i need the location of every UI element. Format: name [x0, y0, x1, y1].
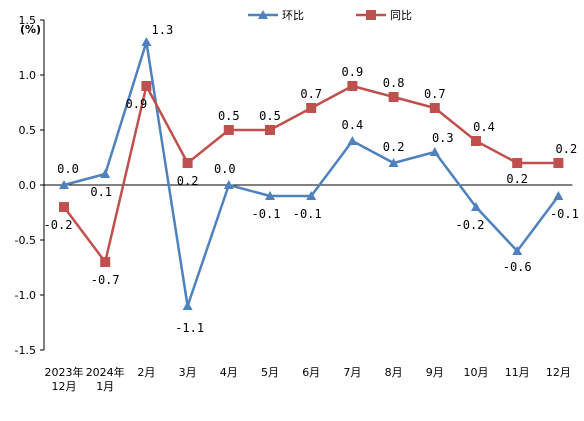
- legend-marker: [366, 10, 376, 20]
- data-label: 0.5: [218, 109, 240, 123]
- data-point: [512, 158, 522, 168]
- x-tick-label: 8月: [385, 366, 403, 379]
- x-tick-label: 2024年: [86, 365, 125, 379]
- x-tick-label: 3月: [179, 366, 197, 379]
- data-label: 0.4: [473, 120, 495, 134]
- x-tick-label: 12月: [546, 366, 571, 379]
- data-label: 0.4: [342, 118, 364, 132]
- data-label: -0.1: [550, 207, 579, 221]
- x-tick-label: 2023年: [45, 365, 84, 379]
- data-point: [141, 37, 151, 46]
- data-point: [430, 147, 440, 156]
- data-point: [347, 81, 357, 91]
- legend-item: 环比: [248, 9, 304, 22]
- unit-label: (%): [20, 23, 41, 36]
- x-tick-label: 11月: [505, 366, 530, 379]
- data-point: [100, 257, 110, 267]
- data-label: -0.7: [91, 273, 120, 287]
- data-label: 0.2: [383, 140, 405, 154]
- data-label: 0.9: [126, 97, 148, 111]
- data-point: [553, 158, 563, 168]
- data-label: 0.8: [383, 76, 405, 90]
- data-label: -0.6: [503, 260, 532, 274]
- data-label: 0.2: [506, 172, 528, 186]
- data-label: 0.0: [214, 162, 236, 176]
- y-tick-label: -1.5: [15, 344, 36, 357]
- y-tick-label: 1.0: [19, 69, 37, 82]
- legend: 环比 同比: [248, 9, 412, 22]
- legend-label: 同比: [390, 9, 412, 22]
- data-label: 0.0: [57, 162, 79, 176]
- data-point: [306, 103, 316, 113]
- data-label: 0.5: [259, 109, 281, 123]
- data-point: [265, 125, 275, 135]
- x-tick-label: 12月: [52, 380, 77, 393]
- data-label: 0.2: [556, 142, 578, 156]
- series-line: [64, 42, 558, 306]
- data-label: 0.9: [342, 65, 364, 79]
- data-label: 1.3: [152, 23, 174, 37]
- data-label: 0.3: [432, 131, 454, 145]
- data-point: [183, 301, 193, 310]
- data-label: -0.1: [293, 207, 322, 221]
- series-lines: [59, 37, 563, 310]
- data-point: [471, 136, 481, 146]
- data-label: 0.7: [424, 87, 446, 101]
- data-point: [183, 158, 193, 168]
- x-tick-label: 4月: [220, 366, 238, 379]
- data-point: [141, 81, 151, 91]
- data-point: [224, 125, 234, 135]
- y-tick-label: 0.0: [19, 179, 37, 192]
- legend-item: 同比: [356, 9, 412, 22]
- x-tick-label: 1月: [96, 380, 114, 393]
- x-tick-label: 6月: [302, 366, 320, 379]
- y-tick-label: -1.0: [15, 289, 36, 302]
- data-point: [100, 169, 110, 178]
- data-label: -0.2: [44, 218, 73, 232]
- data-point: [347, 136, 357, 145]
- y-axis: 1.51.00.50.0-0.5-1.0-1.5(%): [15, 14, 44, 357]
- data-label: -1.1: [175, 321, 204, 335]
- x-tick-label: 7月: [343, 366, 361, 379]
- data-label: 0.2: [177, 174, 199, 188]
- data-label: 0.1: [90, 185, 112, 199]
- legend-label: 环比: [282, 9, 304, 22]
- x-tick-label: 2月: [137, 366, 155, 379]
- data-point: [59, 202, 69, 212]
- y-tick-label: -0.5: [15, 234, 36, 247]
- data-label: -0.1: [252, 207, 281, 221]
- data-point: [553, 191, 563, 200]
- data-label: -0.2: [456, 218, 485, 232]
- y-tick-label: 0.5: [19, 124, 37, 137]
- data-label: 0.7: [300, 87, 322, 101]
- x-tick-label: 9月: [426, 366, 444, 379]
- x-tick-label: 5月: [261, 366, 279, 379]
- x-tick-label: 10月: [464, 366, 489, 379]
- data-point: [430, 103, 440, 113]
- data-point: [389, 92, 399, 102]
